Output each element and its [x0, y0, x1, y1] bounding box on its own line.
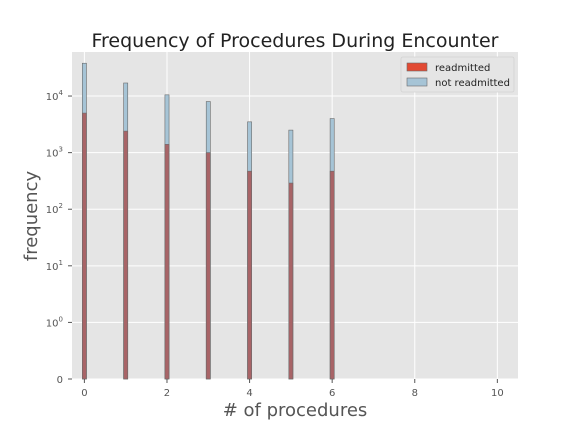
legend-label-readmitted: readmitted — [435, 63, 490, 74]
grid-lines — [72, 52, 518, 380]
bars — [82, 62, 335, 380]
plot-area — [72, 52, 518, 379]
bar-readmitted-5 — [288, 182, 294, 380]
y-tick-label: 101 — [46, 259, 63, 273]
x-tick-label: 0 — [81, 388, 87, 399]
legend-swatch-readmitted — [406, 62, 428, 72]
chart-title: Frequency of Procedures During Encounter — [91, 30, 498, 52]
y-tick-label: 103 — [46, 146, 63, 160]
legend-label-not-readmitted: not readmitted — [435, 78, 510, 89]
bar-readmitted-2 — [164, 144, 170, 380]
y-axis-ticks: 0 100 101 102 103 104 — [46, 89, 72, 386]
bar-readmitted-6 — [329, 170, 335, 380]
y-axis-label: frequency — [21, 171, 42, 262]
bar-readmitted-0 — [82, 112, 87, 380]
x-tick-label: 2 — [164, 388, 170, 399]
legend-box — [400, 56, 515, 93]
legend-swatch-not-readmitted — [406, 77, 428, 87]
bar-readmitted-1 — [123, 130, 129, 380]
y-tick-label: 100 — [46, 315, 63, 329]
x-axis-label: # of procedures — [223, 400, 368, 421]
x-tick-label: 6 — [329, 388, 335, 399]
bar-readmitted-3 — [205, 152, 211, 380]
y-tick-label: 0 — [57, 375, 63, 386]
x-tick-label: 8 — [412, 388, 418, 399]
x-axis-ticks: 0 2 4 6 8 10 — [81, 379, 504, 399]
bar-readmitted-4 — [247, 170, 252, 380]
y-tick-label: 102 — [46, 202, 63, 216]
x-tick-label: 4 — [246, 388, 252, 399]
legend: readmitted not readmitted — [400, 56, 515, 93]
y-tick-label: 104 — [46, 89, 64, 103]
x-tick-label: 10 — [491, 388, 504, 399]
